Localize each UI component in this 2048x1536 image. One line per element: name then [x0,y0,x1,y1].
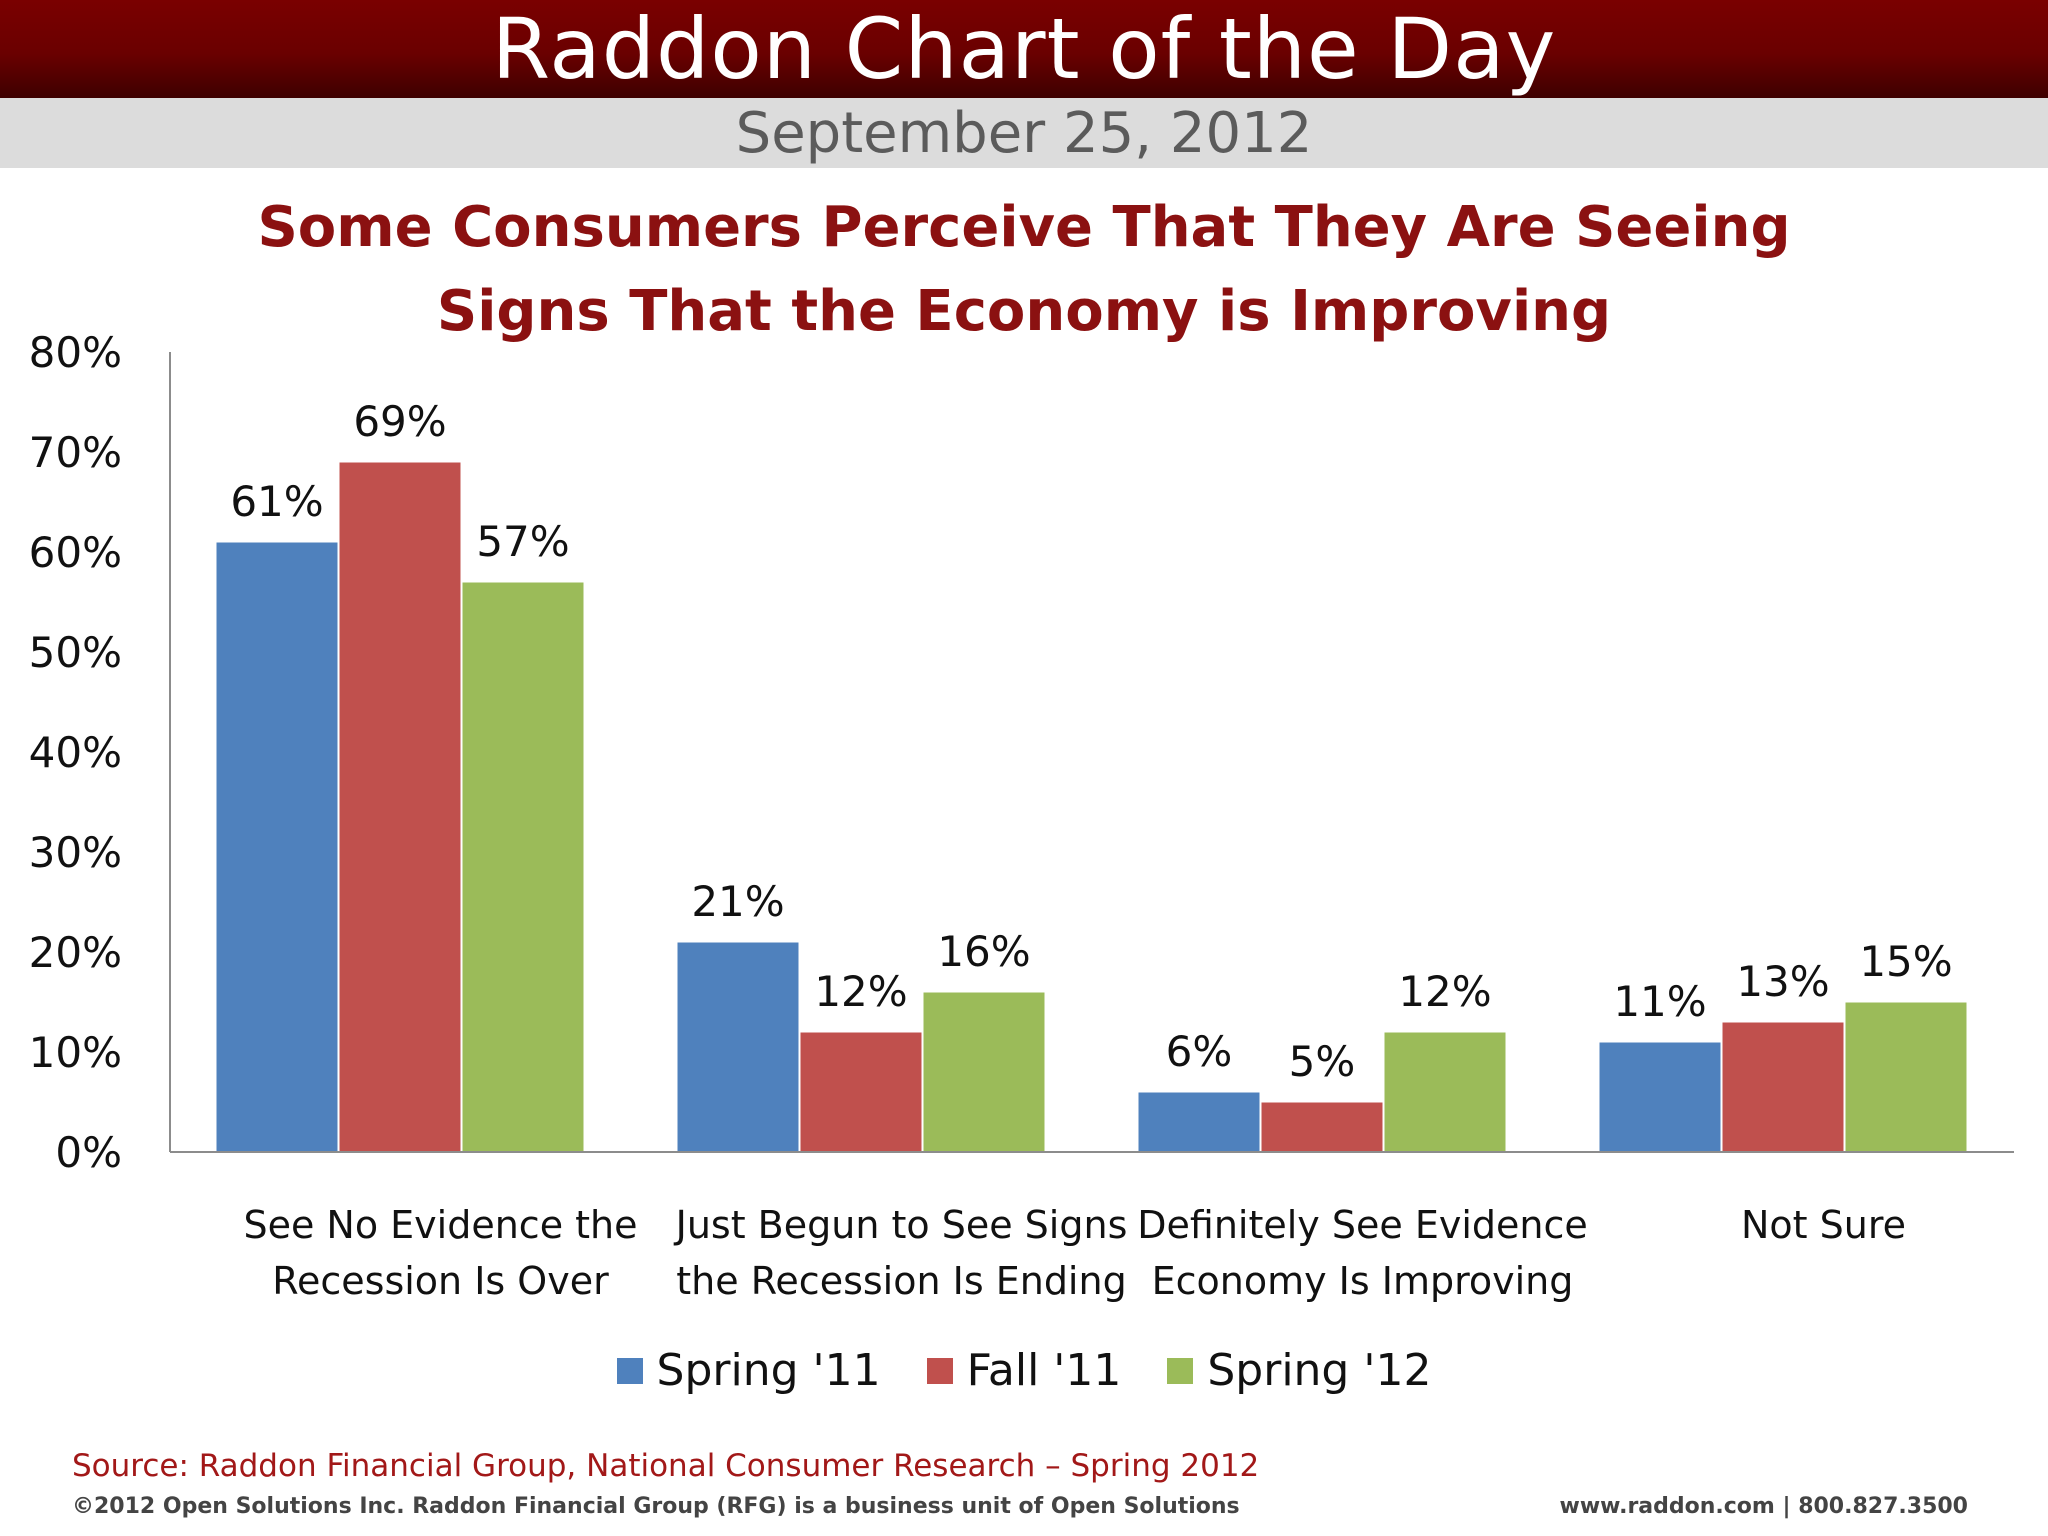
x-category-label: Not Sure [1741,1203,1906,1247]
y-tick-label: 60% [29,528,122,577]
bar-value-label: 69% [353,397,446,446]
bar [677,942,799,1152]
bar [1138,1092,1260,1152]
x-category-label: Definitely See Evidence [1137,1203,1588,1247]
bar [1845,1002,1967,1152]
legend-swatch-spring-11 [617,1358,643,1384]
legend-swatch-fall-11 [927,1358,953,1384]
bar-value-label: 5% [1289,1037,1356,1086]
x-category-label: Recession Is Over [272,1259,609,1303]
bar-value-label: 6% [1166,1027,1233,1076]
legend-item-spring-12: Spring '12 [1167,1345,1431,1396]
y-tick-label: 80% [29,328,122,377]
y-tick-label: 20% [29,928,122,977]
y-axis-ticks: 0% 10% 20% 30% 40% 50% 60% 70% 80% [29,328,122,1177]
bar-chart: 0% 10% 20% 30% 40% 50% 60% 70% 80% 61% 69% 57% 21% 1… [0,0,2048,1340]
bar [1599,1042,1721,1152]
y-tick-label: 50% [29,628,122,677]
legend-item-spring-11: Spring '11 [617,1345,881,1396]
legend-label-fall-11: Fall '11 [967,1345,1122,1396]
bar-value-label: 15% [1859,937,1952,986]
y-tick-label: 70% [29,428,122,477]
x-category-label: Just Begun to See Signs [674,1203,1128,1247]
source-note: Source: Raddon Financial Group, National… [72,1448,1259,1484]
bar [1722,1022,1844,1152]
bar-value-label: 21% [691,877,784,926]
bar [1384,1032,1506,1152]
bar-value-label: 13% [1736,957,1829,1006]
bar-value-label: 57% [476,517,569,566]
x-category-label: Economy Is Improving [1152,1259,1574,1303]
bar [216,542,338,1152]
y-tick-label: 10% [29,1028,122,1077]
bar-value-label: 16% [937,927,1030,976]
x-category-label: the Recession Is Ending [676,1259,1126,1303]
bar [800,1032,922,1152]
bar [462,582,584,1152]
legend-label-spring-11: Spring '11 [657,1345,881,1396]
legend-label-spring-12: Spring '12 [1207,1345,1431,1396]
bar-value-label: 12% [814,967,907,1016]
bar-value-label: 61% [230,477,323,526]
x-axis-labels: See No Evidence the Recession Is Over Just… [243,1203,1906,1303]
y-tick-label: 40% [29,728,122,777]
y-tick-label: 30% [29,828,122,877]
legend-swatch-spring-12 [1167,1358,1193,1384]
x-category-label: See No Evidence the [243,1203,637,1247]
contact-info: www.raddon.com | 800.827.3500 [1560,1494,1968,1519]
chart-legend: Spring '11 Fall '11 Spring '12 [0,1345,2048,1396]
bar [1261,1102,1383,1152]
copyright-note: ©2012 Open Solutions Inc. Raddon Financi… [72,1494,1240,1519]
bar-value-label: 12% [1398,967,1491,1016]
y-tick-label: 0% [55,1128,122,1177]
bar [923,992,1045,1152]
bar-value-label: 11% [1613,977,1706,1026]
bar [339,462,461,1152]
legend-item-fall-11: Fall '11 [927,1345,1122,1396]
